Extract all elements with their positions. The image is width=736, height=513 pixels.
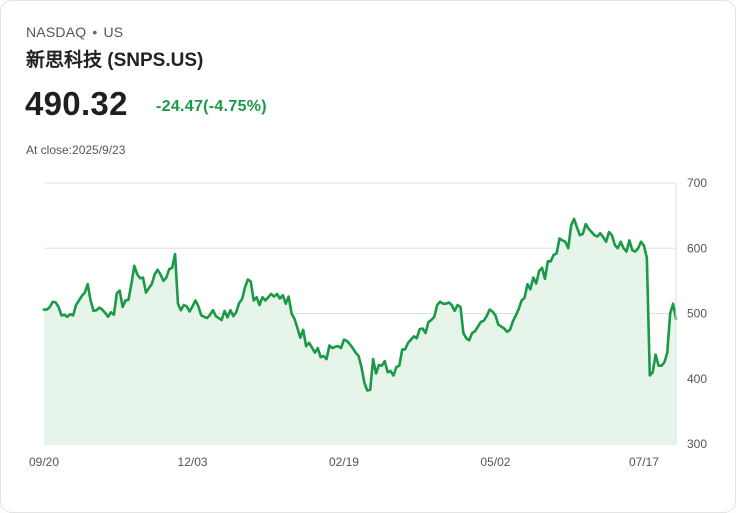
y-tick-label: 600 [687,241,707,255]
price-line [42,217,678,392]
y-tick-label: 700 [687,176,707,190]
exchange-line: NASDAQ • US [26,24,123,40]
x-tick-label: 09/20 [29,455,59,469]
y-tick-label: 300 [687,437,707,451]
exchange-name: NASDAQ [26,24,87,40]
y-tick-label: 500 [687,307,707,321]
stock-title: 新思科技 (SNPS.US) [26,50,204,71]
y-tick-label: 400 [687,372,707,386]
region-name: US [103,24,124,40]
price-area [44,218,676,444]
x-tick-label: 02/19 [329,455,359,469]
close-date: At close:2025/9/23 [26,143,126,157]
x-tick-label: 07/17 [629,455,659,469]
stock-price: 490.32 [25,85,128,122]
x-tick-label: 12/03 [178,455,208,469]
price-change: -24.47(-4.75%) [156,98,267,115]
y-axis-labels: 300 400 500 600 700 [687,176,707,451]
x-tick-label: 05/02 [480,455,510,469]
x-axis-labels: 09/20 12/03 02/19 05/02 07/17 [29,455,659,469]
separator-dot: • [92,24,98,40]
